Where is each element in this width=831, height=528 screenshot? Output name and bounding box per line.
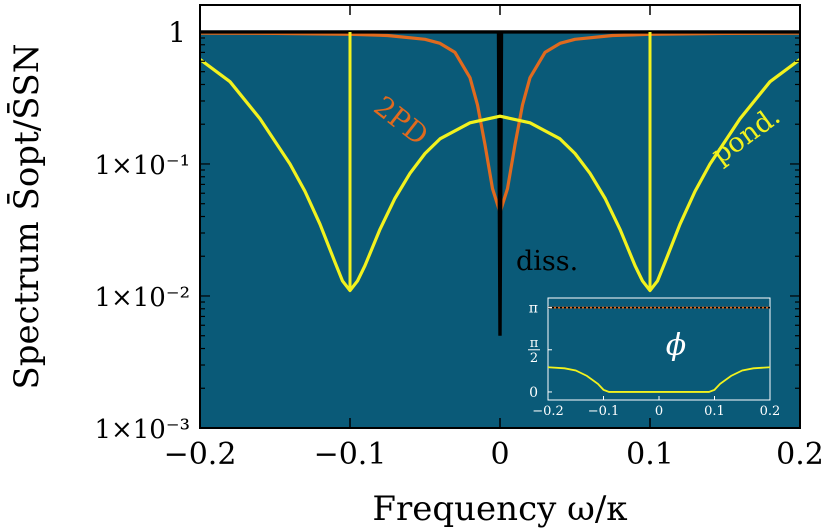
x-axis-label: Frequency ω/κ [372,489,627,528]
y-tick-label-1: 1×10⁻¹ [94,151,190,181]
y-axis-label: Spectrum S̄opt/S̄SN [6,43,47,389]
series-pond-line [200,58,800,293]
annotation-diss: diss. [516,246,578,277]
y-tick-label-0: 1 [168,16,186,49]
plot-area [200,30,800,336]
inset-y-tick-label-2: π [529,301,538,317]
inset-phi-label: ϕ [666,328,686,363]
inset-x-tick-label-1: −0.1 [588,404,620,419]
inset-y-tick-label-num: π [530,336,539,351]
inset-y-tick-label-0: 0 [529,385,538,401]
x-tick-label-2: 0 [490,437,509,472]
y-tick-label-2: 1×10⁻² [94,283,190,313]
inset-frame [547,297,771,401]
series-diss-line [200,30,800,336]
inset-series-0 [547,366,771,393]
inset-x-tick-label-2: 0 [655,404,663,419]
x-tick-label-3: 0.1 [626,437,674,472]
inset-x-tick-label-0: −0.2 [532,404,564,419]
inset-x-tick-label-3: 0.1 [704,404,725,419]
x-tick-label-1: −0.1 [314,437,387,472]
inset-y-tick-label-den: 2 [530,351,538,366]
x-tick-label-0: −0.2 [164,437,237,472]
x-tick-label-4: 0.2 [776,437,824,472]
y-tick-label-3: 1×10⁻³ [94,415,190,445]
inset-x-tick-label-4: 0.2 [760,404,781,419]
